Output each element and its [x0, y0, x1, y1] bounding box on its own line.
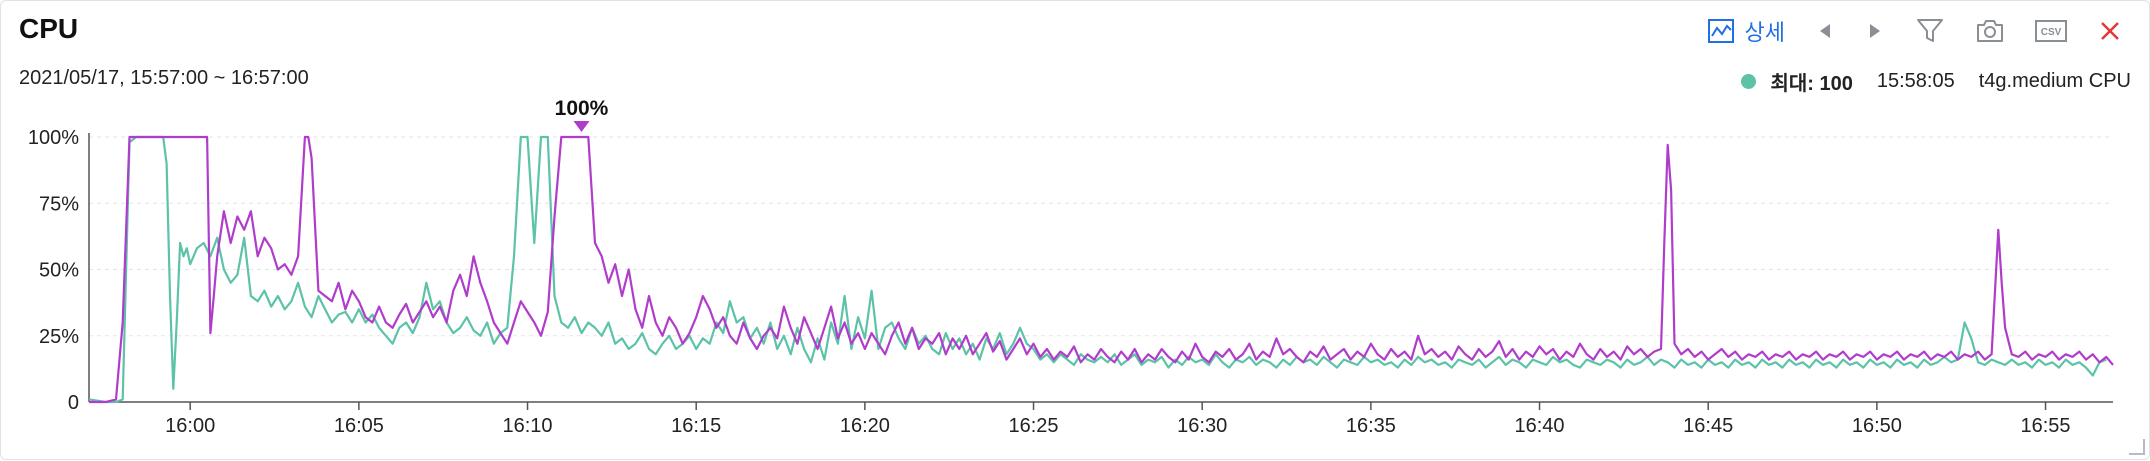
panel-title: CPU [19, 13, 79, 44]
prev-button[interactable] [1815, 20, 1835, 42]
y-tick-label: 75% [39, 193, 79, 215]
chart-line-icon [1707, 19, 1734, 43]
filter-button[interactable] [1915, 16, 1945, 46]
x-tick-label: 16:20 [840, 415, 890, 437]
detail-label: 상세 [1744, 20, 1785, 45]
csv-icon: CSV [2035, 20, 2067, 42]
x-tick-label: 16:30 [1177, 415, 1227, 437]
y-tick-label: 50% [39, 260, 79, 282]
close-button[interactable] [2097, 18, 2123, 44]
chevron-left-icon [1820, 24, 1830, 38]
y-tick-label: 100% [28, 127, 79, 149]
screenshot-button[interactable] [1975, 17, 2005, 45]
x-tick-label: 16:10 [503, 415, 553, 437]
detail-button[interactable]: 상세 [1707, 15, 1785, 47]
x-tick-label: 16:40 [1515, 415, 1565, 437]
x-tick-label: 16:00 [165, 415, 215, 437]
legend-series: t4g.medium CPU [1978, 70, 2131, 92]
camera-icon [1977, 20, 2003, 42]
legend-max: 최대: 100 [1770, 73, 1853, 95]
x-tick-label: 16:50 [1852, 415, 1902, 437]
svg-text:CSV: CSV [2041, 27, 2062, 38]
series-line-2 [89, 135, 2114, 404]
x-tick-label: 16:35 [1346, 415, 1396, 437]
toolbar: 상세 CSV [1707, 13, 2123, 49]
close-icon [2101, 22, 2119, 40]
max-marker [573, 121, 590, 132]
chevron-right-icon [1870, 24, 1880, 38]
x-tick-label: 16:15 [671, 415, 721, 437]
series-line-1 [88, 135, 2107, 404]
legend-time: 15:58:05 [1876, 70, 1955, 92]
time-range: 2021/05/17, 15:57:00 ~ 16:57:00 [19, 67, 309, 89]
x-tick-label: 16:05 [334, 415, 384, 437]
x-tick-label: 16:25 [1009, 415, 1059, 437]
next-button[interactable] [1865, 20, 1885, 42]
resize-handle[interactable] [2129, 439, 2145, 455]
max-annotation-label: 100% [555, 97, 609, 120]
x-tick-label: 16:55 [2021, 415, 2071, 437]
csv-download-button[interactable]: CSV [2035, 18, 2067, 44]
legend: 최대: 100 15:58:05 t4g.medium CPU [1741, 67, 2131, 96]
y-tick-label: 25% [39, 326, 79, 348]
filter-icon [1917, 19, 1943, 42]
x-tick-label: 16:45 [1683, 415, 1733, 437]
legend-dot [1741, 74, 1757, 89]
y-tick-label: 0 [68, 392, 79, 414]
